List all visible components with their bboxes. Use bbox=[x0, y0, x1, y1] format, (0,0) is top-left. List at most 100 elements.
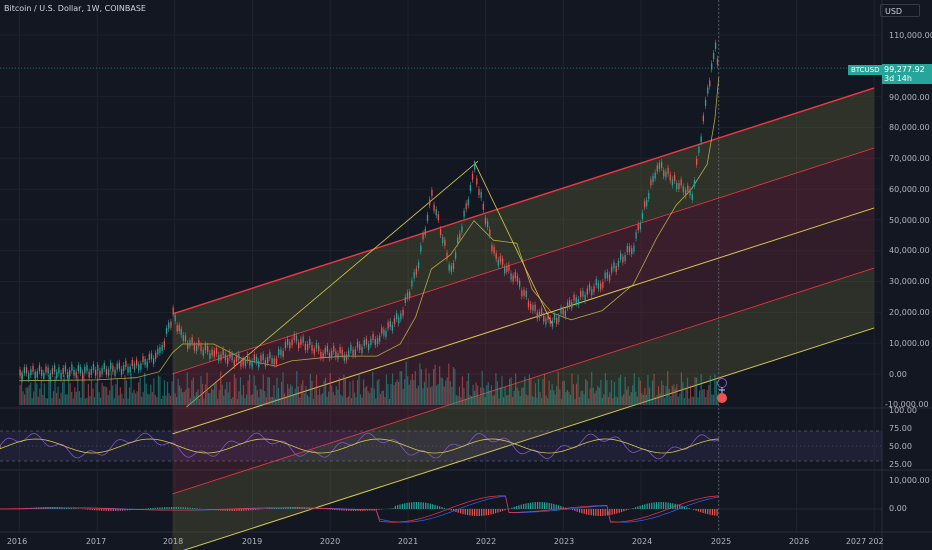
volume-bar bbox=[25, 387, 27, 405]
candle-body bbox=[714, 42, 717, 49]
rsi-ma-line bbox=[0, 438, 719, 454]
candle-body bbox=[716, 58, 719, 65]
candle-body bbox=[269, 352, 271, 359]
candle-body bbox=[77, 365, 80, 372]
rsi-tick: 25.00 bbox=[889, 460, 912, 469]
candle-body bbox=[409, 291, 411, 298]
volume-bar bbox=[548, 380, 550, 405]
volume-bar bbox=[107, 394, 109, 405]
price-tick: 50,000.00 bbox=[889, 216, 930, 225]
candle-body bbox=[120, 368, 123, 375]
volume-bar bbox=[642, 394, 644, 405]
replay-icon[interactable] bbox=[717, 393, 727, 403]
volume-bar bbox=[452, 367, 454, 405]
volume-bar bbox=[138, 382, 140, 405]
volume-bar bbox=[419, 363, 421, 405]
candle-body bbox=[328, 352, 331, 359]
candle-body bbox=[593, 286, 595, 293]
volume-bar bbox=[448, 363, 450, 405]
macd-histogram-bar bbox=[702, 509, 704, 513]
macd-histogram-bar bbox=[525, 503, 527, 509]
volume-bar bbox=[487, 382, 489, 405]
plus-circle-icon[interactable] bbox=[717, 378, 727, 393]
volume-bar bbox=[96, 371, 99, 405]
volume-bar bbox=[543, 373, 546, 405]
volume-bar bbox=[440, 377, 442, 405]
volume-bar bbox=[379, 394, 381, 405]
candle-body bbox=[62, 367, 64, 374]
candle-body bbox=[289, 342, 291, 349]
candle-body bbox=[452, 262, 455, 269]
volume-bar bbox=[285, 396, 287, 405]
candle-body bbox=[678, 183, 680, 190]
macd-histogram-bar bbox=[541, 502, 543, 509]
volume-bar bbox=[315, 374, 318, 405]
volume-bar bbox=[48, 375, 50, 405]
macd-histogram-bar bbox=[187, 507, 189, 509]
macd-histogram-bar bbox=[149, 508, 152, 509]
volume-bar bbox=[478, 396, 480, 405]
candle-body bbox=[300, 338, 302, 345]
volume-bar bbox=[688, 398, 690, 405]
candle-body bbox=[532, 304, 534, 311]
volume-bar bbox=[188, 387, 190, 405]
candle-body bbox=[411, 280, 413, 287]
macd-histogram-bar bbox=[499, 509, 501, 512]
volume-bar bbox=[499, 387, 502, 405]
volume-bar bbox=[387, 383, 389, 405]
price-tick: 90,000.00 bbox=[889, 93, 930, 102]
volume-bar bbox=[670, 396, 672, 405]
volume-bar bbox=[151, 391, 153, 405]
volume-bar bbox=[277, 387, 280, 405]
volume-bar bbox=[229, 382, 231, 405]
macd-histogram-bar bbox=[714, 509, 716, 516]
candle-body bbox=[313, 348, 315, 355]
volume-bar bbox=[609, 392, 611, 405]
volume-bar bbox=[290, 384, 292, 405]
volume-bar bbox=[163, 380, 166, 405]
candle-body bbox=[446, 252, 448, 259]
macd-histogram-bar bbox=[238, 509, 240, 511]
volume-bar bbox=[359, 394, 362, 405]
volume-bar bbox=[592, 387, 594, 405]
volume-bar bbox=[480, 387, 482, 405]
candle-body bbox=[669, 174, 671, 181]
macd-histogram-bar bbox=[481, 509, 483, 516]
candle-body bbox=[25, 367, 28, 374]
volume-bar bbox=[174, 393, 176, 405]
price-tick: 40,000.00 bbox=[889, 246, 930, 255]
volume-bar bbox=[309, 374, 312, 405]
macd-histogram-bar bbox=[243, 509, 245, 511]
candle-body bbox=[341, 349, 343, 356]
pitchfork-handle bbox=[473, 161, 553, 324]
volume-bar bbox=[635, 391, 637, 405]
macd-histogram-bar bbox=[511, 507, 513, 509]
candle-body bbox=[376, 338, 379, 345]
volume-bar bbox=[414, 370, 416, 405]
candle-body bbox=[504, 267, 506, 274]
price-tick: 20,000.00 bbox=[889, 308, 930, 317]
macd-histogram-bar bbox=[492, 509, 494, 514]
volume-bar bbox=[525, 394, 527, 405]
macd-histogram-bar bbox=[543, 502, 546, 509]
volume-bar bbox=[372, 371, 374, 405]
volume-bar bbox=[185, 389, 187, 405]
candle-body bbox=[469, 184, 472, 191]
candle-body bbox=[712, 52, 715, 59]
volume-bar bbox=[667, 371, 669, 405]
volume-bar bbox=[256, 390, 258, 405]
currency-selector[interactable]: USD bbox=[880, 4, 920, 17]
volume-bar bbox=[358, 372, 360, 405]
candle-body bbox=[148, 354, 151, 361]
volume-bar bbox=[131, 392, 134, 405]
candle-body bbox=[229, 351, 231, 358]
volume-bar bbox=[125, 380, 128, 405]
candle-body bbox=[51, 368, 54, 375]
macd-histogram-bar bbox=[453, 509, 455, 512]
volume-bar bbox=[30, 382, 32, 405]
volume-bar bbox=[347, 396, 350, 405]
candle-body bbox=[650, 179, 652, 186]
candle-body bbox=[176, 325, 178, 332]
